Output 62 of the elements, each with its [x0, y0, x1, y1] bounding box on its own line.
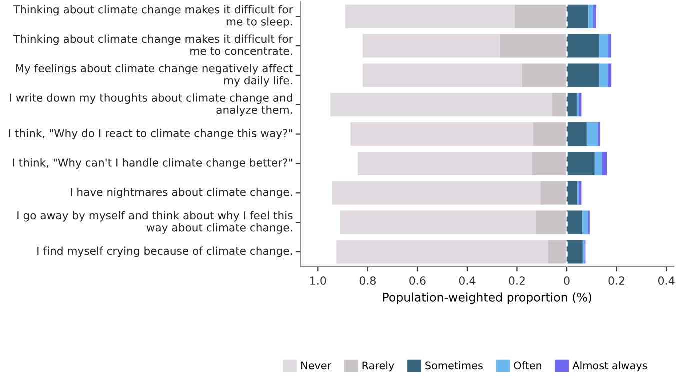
bar: [567, 93, 577, 117]
y-tick-label: I find myself crying because of climate change.: [38, 246, 292, 258]
bar: [330, 93, 552, 117]
x-tick-label: 0.6: [410, 276, 426, 286]
bar: [567, 64, 600, 88]
bar: [536, 210, 568, 234]
y-tick-label: I have nightmares about climate change.: [71, 188, 292, 198]
x-tick-label: 0.2: [509, 276, 525, 286]
bar: [533, 122, 568, 146]
bar: [579, 93, 582, 117]
bar: [599, 34, 609, 58]
bar: [578, 181, 582, 205]
bar: [588, 4, 594, 28]
bar: [567, 4, 589, 28]
x-tick-label: 0.4: [658, 276, 675, 286]
bar: [350, 122, 534, 146]
legend-label: Almost always: [572, 362, 648, 372]
bar: [552, 93, 568, 117]
legend-label: Sometimes: [426, 362, 483, 370]
x-tick-label: 0: [564, 276, 570, 286]
bar: [340, 210, 536, 234]
x-tick-label: 1.0: [310, 276, 326, 286]
bar: [522, 64, 568, 88]
bar: [593, 4, 596, 28]
bar: [358, 152, 532, 176]
y-tick-label: I go away by myself and think about why I feel this way about climate change.: [18, 211, 293, 234]
y-tick-label: Thinking about climate change makes it difficult for me to sleep.: [13, 5, 294, 28]
legend-label: Often: [514, 362, 542, 370]
bar: [540, 181, 568, 205]
bar: [567, 122, 587, 146]
y-tick-label: I think, "Why can't I handle climate change better?": [13, 158, 292, 169]
x-axis-title: Population-weighted proportion (%): [383, 292, 592, 304]
bar: [362, 34, 500, 58]
bar: [599, 64, 608, 88]
bar: [567, 181, 578, 205]
x-tick-label: 0.8: [360, 276, 376, 286]
x-tick-label: 0.4: [459, 276, 476, 286]
bar: [362, 64, 522, 88]
bar: [514, 4, 568, 28]
x-tick-label: 0.2: [608, 276, 625, 286]
bar: [586, 122, 598, 146]
bar: [332, 181, 541, 205]
legend-label: Never: [302, 362, 332, 370]
bar: [608, 34, 612, 58]
bar: [582, 210, 588, 234]
bar: [608, 64, 612, 88]
y-tick-label: Thinking about climate change makes it difficult for me to concentrate.: [13, 34, 294, 56]
bar: [602, 152, 608, 176]
bar: [336, 240, 548, 264]
bar: [500, 34, 568, 58]
y-tick-label: My feelings about climate change negatively affect my daily life.: [16, 64, 293, 87]
bar: [567, 240, 583, 264]
bar: [567, 210, 583, 234]
y-tick-label: I think, "Why do I react to climate change this way?": [9, 129, 292, 140]
bar: [594, 152, 602, 176]
legend-label: Rarely: [362, 362, 394, 372]
bar: [567, 152, 595, 176]
bar: [567, 34, 600, 58]
bar: [532, 152, 568, 176]
bar: [346, 4, 515, 28]
bar: [548, 240, 568, 264]
y-tick-label: I write down my thoughts about climate change and analyze them.: [10, 94, 292, 116]
